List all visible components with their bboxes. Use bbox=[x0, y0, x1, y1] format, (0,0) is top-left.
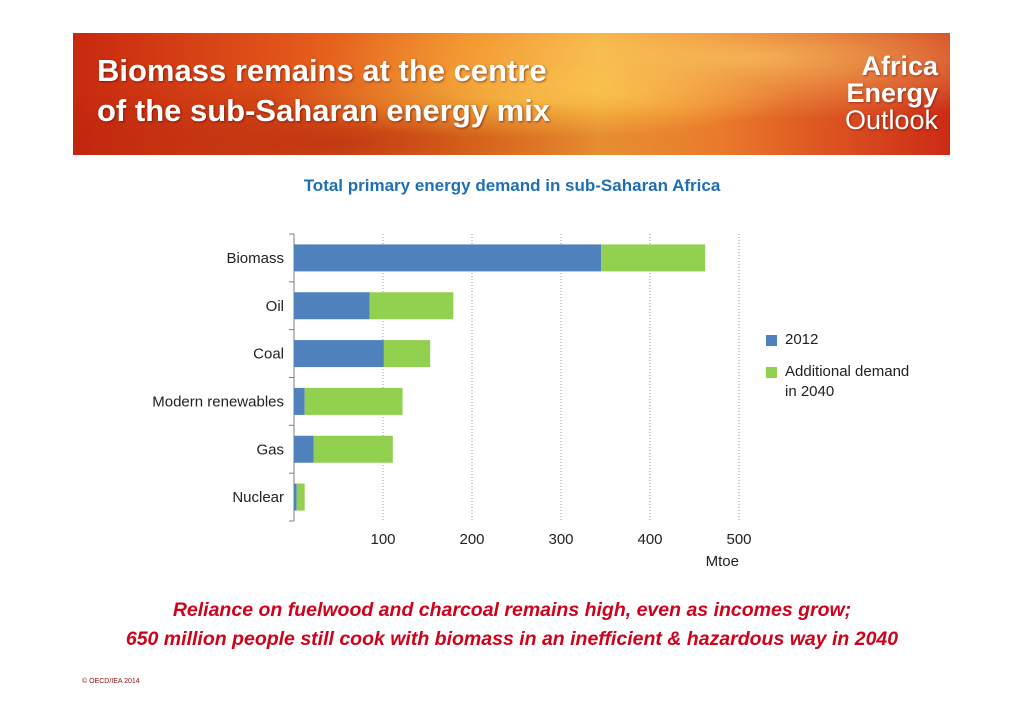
bar-nuclear-additional-2040 bbox=[296, 483, 305, 511]
legend-swatch-additional bbox=[766, 367, 777, 378]
category-label-biomass: Biomass bbox=[226, 250, 284, 267]
bar-biomass-additional-2040 bbox=[601, 244, 706, 272]
logo-line-3: Outlook bbox=[844, 105, 938, 135]
category-label-modern-renewables: Modern renewables bbox=[152, 393, 284, 410]
bar-oil-additional-2040 bbox=[369, 292, 454, 320]
x-axis-label: Mtoe bbox=[706, 553, 739, 570]
category-label-nuclear: Nuclear bbox=[232, 489, 284, 506]
bar-gas-2012 bbox=[294, 435, 314, 463]
x-tick-label-300: 300 bbox=[548, 531, 573, 548]
x-tick-label-100: 100 bbox=[370, 531, 395, 548]
chart-title: Total primary energy demand in sub-Sahar… bbox=[303, 176, 721, 195]
title-banner: Biomass remains at the centre of the sub… bbox=[73, 33, 950, 155]
logo-line-2: Energy bbox=[846, 78, 938, 108]
x-tick-label-200: 200 bbox=[459, 531, 484, 548]
bar-modern-renewables-2012 bbox=[294, 387, 305, 415]
slide-title: Biomass remains at the centre of the sub… bbox=[97, 51, 550, 131]
legend-label-2012: 2012 bbox=[785, 331, 819, 348]
bar-coal-additional-2040 bbox=[383, 340, 431, 368]
legend-item-2012: 2012 bbox=[766, 330, 925, 350]
chart-legend: 2012 Additional demand in 2040 bbox=[766, 330, 925, 414]
africa-energy-outlook-logo: Africa Energy Outlook bbox=[845, 53, 938, 134]
legend-swatch-2012 bbox=[766, 335, 777, 346]
copyright-notice: © OECD/IEA 2014 bbox=[82, 678, 140, 685]
bar-gas-additional-2040 bbox=[313, 435, 393, 463]
slide-caption: Reliance on fuelwood and charcoal remain… bbox=[0, 596, 1024, 654]
caption-line-2: 650 million people still cook with bioma… bbox=[125, 628, 899, 650]
bar-coal-2012 bbox=[294, 340, 384, 368]
x-tick-label-500: 500 bbox=[726, 531, 751, 548]
bar-modern-renewables-additional-2040 bbox=[304, 387, 403, 415]
bar-nuclear-2012 bbox=[294, 483, 297, 511]
legend-item-additional: Additional demand in 2040 bbox=[766, 362, 925, 402]
logo-line-1: Africa bbox=[861, 51, 938, 81]
category-label-oil: Oil bbox=[266, 298, 284, 315]
legend-label-additional: Additional demand in 2040 bbox=[785, 363, 910, 400]
category-label-coal: Coal bbox=[253, 346, 284, 363]
category-label-gas: Gas bbox=[256, 441, 284, 458]
x-tick-label-400: 400 bbox=[637, 531, 662, 548]
bar-oil-2012 bbox=[294, 292, 370, 320]
bar-biomass-2012 bbox=[294, 244, 602, 272]
slide-title-line-1: Biomass remains at the centre bbox=[97, 53, 547, 88]
slide-title-line-2: of the sub-Saharan energy mix bbox=[97, 93, 551, 128]
caption-line-1: Reliance on fuelwood and charcoal remain… bbox=[172, 599, 852, 621]
